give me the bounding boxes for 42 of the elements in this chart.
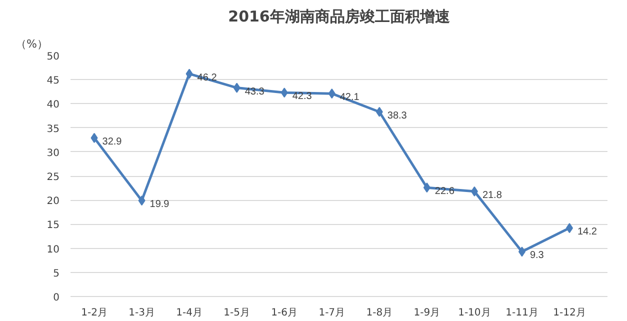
point <box>233 82 240 93</box>
point <box>280 88 288 98</box>
data-label: 19.9 <box>150 199 170 210</box>
y-tick-label: 45 <box>46 76 60 87</box>
point <box>518 246 526 257</box>
x-tick-label: 1-8月 <box>366 308 393 318</box>
point <box>423 182 430 193</box>
y-tick-label: 35 <box>46 124 60 135</box>
chart-title: 2016年湖南商品房竣工面积增速 <box>228 8 451 26</box>
x-tick-label: 1-7月 <box>318 308 346 318</box>
data-label: 21.8 <box>482 190 502 201</box>
y-tick-label: 15 <box>46 220 60 232</box>
x-tick-label: 1-11月 <box>506 308 538 318</box>
y-tick-label: 40 <box>46 100 60 111</box>
data-label: 38.3 <box>387 110 408 122</box>
point <box>328 88 336 99</box>
point <box>186 68 193 79</box>
y-tick-label: 20 <box>46 196 60 208</box>
y-tick-label: 0 <box>53 292 60 304</box>
x-tick-label: 1-4月 <box>176 308 202 318</box>
x-tick-label: 1-6月 <box>271 308 298 318</box>
x-tick-label: 1-3月 <box>128 308 155 318</box>
point <box>138 196 146 206</box>
x-tick-label: 1-12月 <box>553 308 586 318</box>
y-tick-label: 30 <box>46 148 60 159</box>
y-tick-label: 10 <box>46 244 60 256</box>
point <box>376 106 383 117</box>
x-tick-label: 1-2月 <box>81 308 108 318</box>
data-label: 42.3 <box>292 91 312 102</box>
point <box>470 186 478 196</box>
data-label: 32.9 <box>102 136 122 148</box>
point <box>90 132 98 143</box>
point <box>566 223 573 234</box>
x-tick-label: 1-5月 <box>224 308 250 318</box>
y-tick-label: 25 <box>46 172 60 183</box>
x-tick-label: 1-10月 <box>458 308 491 318</box>
y-tick-label: 5 <box>53 268 60 280</box>
x-tick-label: 1-9月 <box>414 308 440 318</box>
data-label: 14.2 <box>577 226 598 238</box>
y-tick-label: 50 <box>46 52 60 62</box>
data-label: 9.3 <box>530 250 544 262</box>
y-axis-title: （%） <box>16 38 48 50</box>
